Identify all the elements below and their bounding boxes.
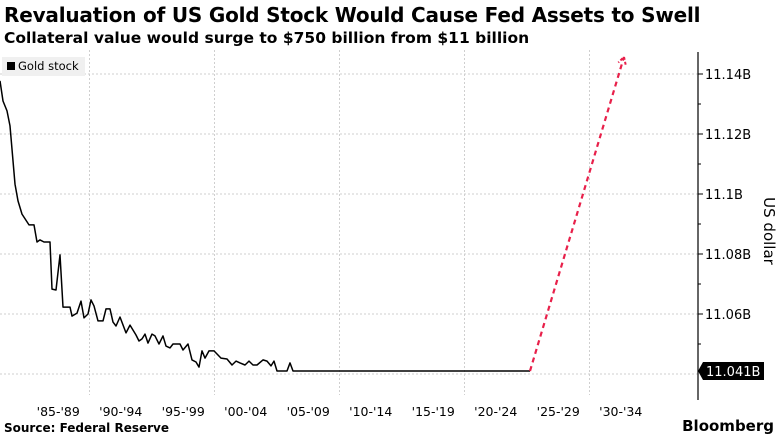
gold-stock-line	[0, 80, 530, 372]
x-tick-label: '95-'99	[162, 404, 205, 419]
projection-line	[528, 56, 626, 372]
x-tick-label: '85-'89	[37, 404, 80, 419]
y-tick-label: 11.1B	[705, 188, 743, 203]
legend-swatch	[7, 62, 15, 70]
chart-title: Revaluation of US Gold Stock Would Cause…	[4, 3, 701, 27]
last-value-badge	[698, 362, 764, 380]
y-tick-label: 11.08B	[705, 248, 751, 263]
x-tick-label: '15-'19	[412, 404, 455, 419]
x-tick-label: '30-'34	[599, 404, 642, 419]
y-axis-label: US dollar	[759, 197, 778, 265]
x-tick-label: '00-'04	[224, 404, 267, 419]
y-tick-label: 11.14B	[705, 68, 751, 83]
y-tick-label: 11.06B	[705, 308, 751, 323]
x-tick-label: '10-'14	[349, 404, 392, 419]
x-tick-label: '25-'29	[537, 404, 580, 419]
x-tick-label: '20-'24	[474, 404, 517, 419]
x-tick-label: '05-'09	[287, 404, 330, 419]
source-note: Source: Federal Reserve	[4, 421, 169, 435]
chart-subtitle: Collateral value would surge to $750 bil…	[4, 29, 530, 47]
legend: Gold stock	[2, 57, 85, 76]
y-tick-label: 11.12B	[705, 128, 751, 143]
legend-label: Gold stock	[18, 59, 79, 73]
last-value-label: 11.041B	[706, 365, 760, 380]
x-tick-label: '90-'94	[99, 404, 142, 419]
arrow-head-icon	[617, 54, 627, 65]
bloomberg-logo: Bloomberg	[682, 417, 774, 435]
